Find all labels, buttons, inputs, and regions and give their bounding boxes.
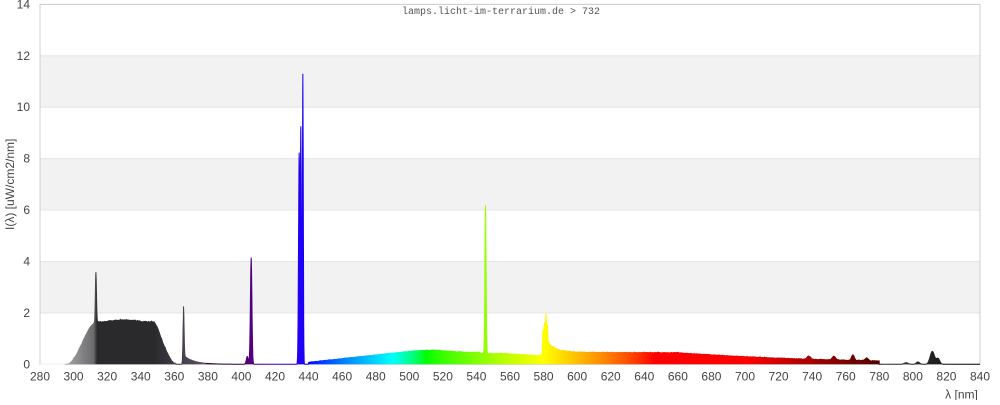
svg-text:780: 780 bbox=[869, 369, 889, 383]
svg-text:840: 840 bbox=[970, 369, 990, 383]
svg-text:340: 340 bbox=[131, 369, 151, 383]
svg-text:10: 10 bbox=[17, 100, 31, 114]
svg-text:8: 8 bbox=[23, 152, 30, 166]
svg-text:600: 600 bbox=[567, 369, 587, 383]
svg-text:2: 2 bbox=[23, 306, 30, 320]
svg-text:580: 580 bbox=[534, 369, 554, 383]
svg-text:12: 12 bbox=[17, 49, 31, 63]
svg-text:I(λ) [uW/cm2/nm]: I(λ) [uW/cm2/nm] bbox=[3, 139, 17, 230]
svg-text:4: 4 bbox=[23, 254, 30, 268]
svg-text:360: 360 bbox=[164, 369, 184, 383]
svg-text:300: 300 bbox=[64, 369, 84, 383]
svg-text:320: 320 bbox=[97, 369, 117, 383]
svg-text:440: 440 bbox=[299, 369, 319, 383]
svg-text:720: 720 bbox=[769, 369, 789, 383]
svg-text:820: 820 bbox=[936, 369, 956, 383]
svg-text:280: 280 bbox=[30, 369, 50, 383]
svg-text:760: 760 bbox=[836, 369, 856, 383]
svg-text:λ [nm]: λ [nm] bbox=[945, 387, 978, 400]
svg-text:540: 540 bbox=[466, 369, 486, 383]
svg-text:500: 500 bbox=[399, 369, 419, 383]
svg-text:800: 800 bbox=[903, 369, 923, 383]
svg-text:420: 420 bbox=[265, 369, 285, 383]
svg-text:740: 740 bbox=[802, 369, 822, 383]
svg-text:660: 660 bbox=[668, 369, 688, 383]
svg-text:400: 400 bbox=[231, 369, 251, 383]
svg-text:680: 680 bbox=[701, 369, 721, 383]
svg-text:380: 380 bbox=[198, 369, 218, 383]
svg-text:6: 6 bbox=[23, 203, 30, 217]
svg-text:560: 560 bbox=[500, 369, 520, 383]
svg-text:640: 640 bbox=[634, 369, 654, 383]
svg-text:480: 480 bbox=[366, 369, 386, 383]
svg-text:620: 620 bbox=[601, 369, 621, 383]
svg-text:14: 14 bbox=[17, 0, 31, 11]
svg-text:700: 700 bbox=[735, 369, 755, 383]
svg-text:460: 460 bbox=[332, 369, 352, 383]
svg-text:520: 520 bbox=[433, 369, 453, 383]
svg-text:lamps.licht-im-terrarium.de >: lamps.licht-im-terrarium.de > 732 bbox=[402, 6, 600, 18]
